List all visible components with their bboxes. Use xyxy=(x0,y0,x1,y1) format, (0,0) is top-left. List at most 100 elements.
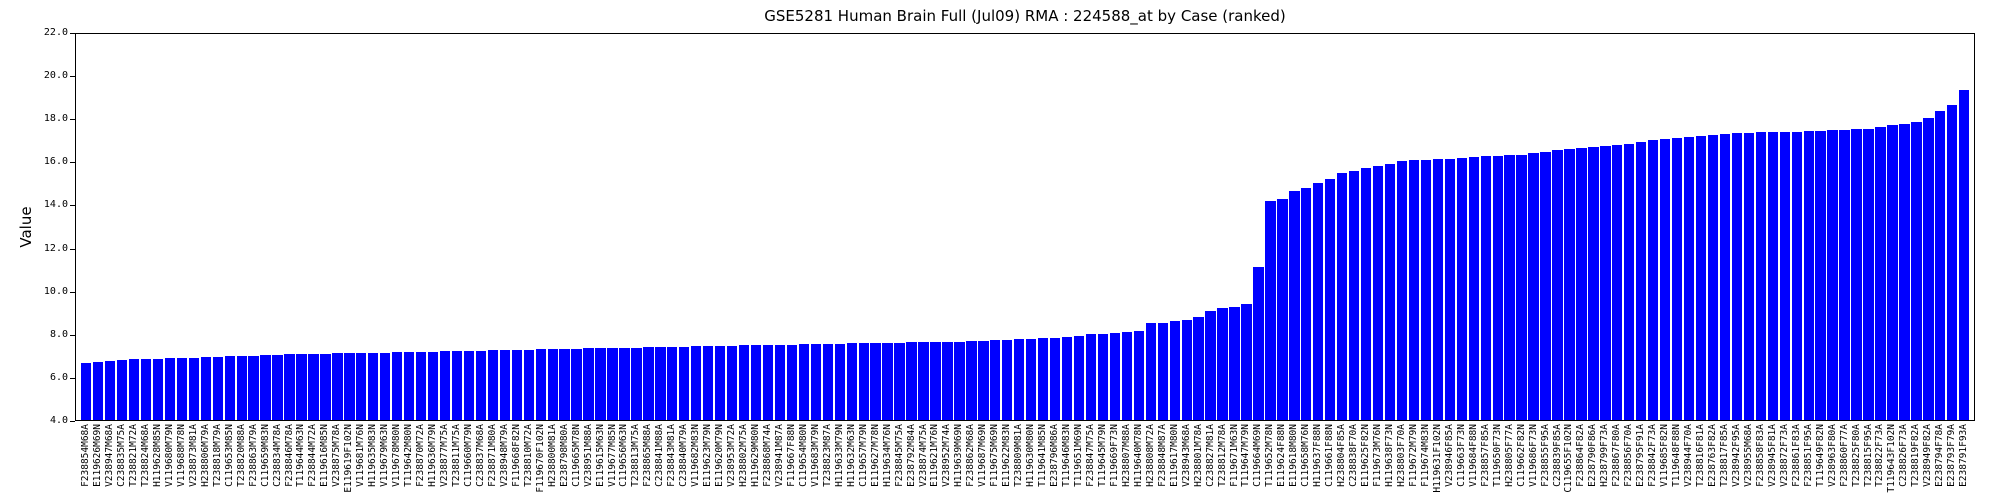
bar xyxy=(92,361,104,420)
bar xyxy=(284,354,295,420)
x-tick-label: V238955M68A xyxy=(1742,424,1754,487)
x-tick-label: C238840M79A xyxy=(678,424,690,487)
x-tick-label: H119635M83N xyxy=(367,424,379,487)
x-tick-label: E238795F91A xyxy=(1635,424,1647,487)
bar xyxy=(427,351,439,420)
x-tick-label: T119647M79N xyxy=(1240,424,1252,487)
y-tick-mark xyxy=(70,162,75,164)
bar xyxy=(1935,110,1946,420)
x-tick-label: F119669F73N xyxy=(1108,424,1120,487)
bar xyxy=(368,352,379,420)
bar xyxy=(679,346,690,420)
bar xyxy=(774,344,786,420)
bar xyxy=(200,357,211,420)
bar xyxy=(1133,330,1145,420)
bar xyxy=(1707,135,1719,420)
x-tick-label: F119667F88N xyxy=(785,424,797,487)
bar xyxy=(1205,311,1216,420)
x-tick-label: C238838F70A xyxy=(1348,424,1360,487)
y-tick-label: 18.0 xyxy=(43,113,68,125)
x-tick-label: F238864F82A xyxy=(1575,424,1587,487)
bar xyxy=(834,343,845,420)
x-tick-label: V238953M72A xyxy=(726,424,738,487)
x-tick-label: F238848M87A xyxy=(1156,424,1168,487)
x-tick-label: H238806M79A xyxy=(199,424,211,487)
y-tick-mark xyxy=(70,334,75,336)
x-tick-label: V119686F73N xyxy=(1527,424,1539,487)
x-tick-label: V238941M87A xyxy=(773,424,785,487)
x-tick-label: V119677M85N xyxy=(606,424,618,487)
x-tick-label: T238822F73A xyxy=(1874,424,1886,487)
x-tick-label: C119655F102N xyxy=(1563,424,1575,493)
x-tick-label: V238948M79A xyxy=(498,424,510,487)
bar xyxy=(511,349,522,420)
x-tick-label: E119622M83N xyxy=(1001,424,1013,487)
x-tick-label: F119675M69N xyxy=(989,424,1001,487)
bar xyxy=(272,354,283,420)
x-tick-label: T238821M72A xyxy=(128,424,140,487)
bar xyxy=(1923,118,1934,420)
bar xyxy=(1037,338,1049,420)
x-tick-label: E119626M69N xyxy=(92,424,104,487)
bar xyxy=(475,350,487,420)
x-tick-label: C119658M76N xyxy=(1300,424,1312,487)
bar xyxy=(1719,134,1731,420)
bar xyxy=(595,348,606,420)
bar xyxy=(392,352,403,420)
x-tick-label: V238945F81A xyxy=(1766,424,1778,487)
bar xyxy=(1348,171,1360,420)
bar xyxy=(1396,161,1408,420)
bar xyxy=(439,351,451,420)
x-tick-label: H119628M85N xyxy=(151,424,163,487)
x-tick-label: T119646M83N xyxy=(1061,424,1073,487)
x-tick-label: C238826F73A xyxy=(1898,424,1910,487)
bar xyxy=(164,358,176,420)
x-tick-label: E119616M85N xyxy=(319,424,331,487)
x-tick-label: F119672M79N xyxy=(1407,424,1419,487)
bar xyxy=(1085,334,1097,420)
bar xyxy=(81,362,92,420)
bar xyxy=(1002,339,1013,420)
bar xyxy=(1552,149,1563,420)
x-tick-label: V238963F80A xyxy=(1826,424,1838,487)
bar xyxy=(655,347,666,420)
x-tick-label: H119638F73N xyxy=(1384,424,1396,487)
x-tick-label: E119625F82N xyxy=(1360,424,1372,487)
bar xyxy=(344,353,355,420)
x-tick-label: H119640M78N xyxy=(1132,424,1144,487)
x-tick-label: E119617M80N xyxy=(1168,424,1180,487)
bar xyxy=(403,352,415,420)
x-tick-label: V238944F70A xyxy=(1683,424,1695,487)
x-tick-label: T238812M78A xyxy=(1216,424,1228,487)
x-tick-label: F238870M72A xyxy=(415,424,427,487)
bar xyxy=(547,349,558,420)
bar xyxy=(762,345,774,420)
x-tick-label: F119668F82N xyxy=(510,424,522,487)
x-tick-label: H119632M63N xyxy=(845,424,857,487)
x-tick-label: E119620M79N xyxy=(714,424,726,487)
x-tick-label: C119661F88N xyxy=(1324,424,1336,487)
bar xyxy=(1695,135,1707,420)
bar xyxy=(1624,143,1635,420)
x-tick-label: V119687M69N xyxy=(977,424,989,487)
bar xyxy=(1372,165,1384,420)
bar xyxy=(1959,90,1970,420)
bar xyxy=(1289,191,1300,420)
bar xyxy=(1540,152,1551,420)
x-tick-label: V119688M78N xyxy=(175,424,187,487)
x-tick-label: T119650F73N xyxy=(1491,424,1503,487)
x-tick-label: F238845M75A xyxy=(893,424,905,487)
x-tick-label: T119644M63N xyxy=(295,424,307,487)
x-tick-label: C238841M88A xyxy=(654,424,666,487)
bar xyxy=(1576,147,1587,420)
bar xyxy=(918,342,929,420)
bar xyxy=(1504,155,1515,420)
y-tick-label: 8.0 xyxy=(49,328,68,340)
x-tick-label: H238807M88A xyxy=(1120,424,1132,487)
bar xyxy=(1839,129,1850,420)
x-tick-label: C119657M79N xyxy=(857,424,869,487)
x-tick-label: H238799F73A xyxy=(1599,424,1611,487)
bar xyxy=(1755,132,1767,420)
bar xyxy=(1791,131,1802,420)
bar xyxy=(1109,333,1121,420)
